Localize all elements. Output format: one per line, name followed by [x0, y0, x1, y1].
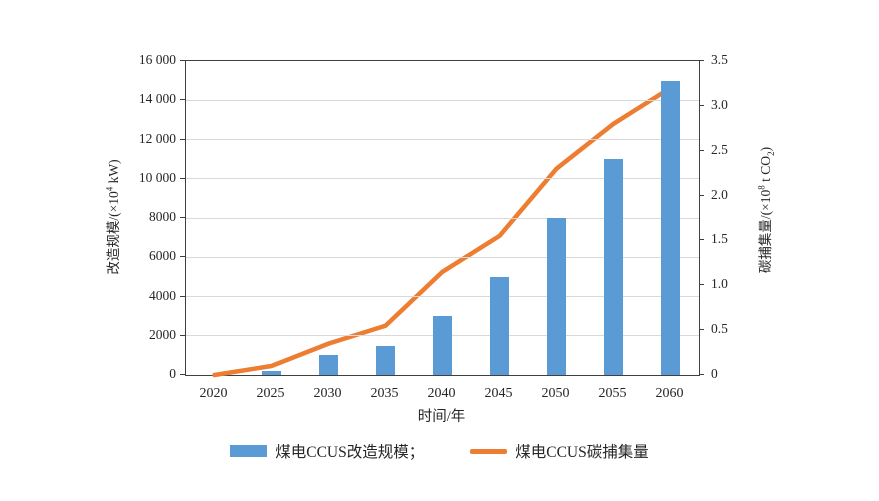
gridline — [186, 256, 699, 258]
x-axis-title: 时间/年 — [417, 409, 466, 425]
line-series-capture — [212, 85, 673, 378]
left-axis-tick-label: 0 — [169, 366, 176, 381]
left-axis-tick-label: 2000 — [149, 326, 176, 342]
left-axis-tick — [180, 99, 185, 101]
gridline — [186, 139, 699, 140]
left-axis-tick — [180, 217, 185, 218]
legend-item-capture: 煤电CCUS碳捕集量 — [470, 440, 649, 462]
left-axis-tick — [180, 138, 185, 140]
x-tick-label-2040: 2040 — [427, 386, 456, 401]
left-axis-tick — [180, 295, 185, 297]
right-axis-tick-label: 2.5 — [711, 141, 728, 157]
left-axis-tick-label: 14 000 — [138, 91, 176, 107]
left-axis-tick-label: 4000 — [149, 287, 176, 303]
left-axis-tick-label: 10 000 — [138, 169, 176, 185]
right-axis-tick-label: 1.5 — [711, 231, 728, 247]
right-axis-tick-label: 0 — [711, 366, 718, 381]
left-axis-tick-label: 12 000 — [138, 130, 176, 146]
right-axis-tick — [699, 149, 704, 151]
right-axis-tick — [699, 239, 704, 241]
bar-2025 — [262, 371, 281, 375]
right-axis-tick-label: 3.0 — [711, 96, 728, 112]
gridline — [186, 217, 699, 219]
left-axis-tick-label: 6000 — [149, 248, 176, 264]
x-tick-label-2035: 2035 — [370, 386, 399, 401]
left-axis-tick — [180, 177, 185, 179]
left-axis-tick-label: 8000 — [149, 209, 176, 224]
right-axis-tick — [699, 194, 704, 196]
legend-label-retrofit: 煤电CCUS改造规模； — [275, 444, 425, 461]
x-tick-label-2050: 2050 — [541, 386, 570, 401]
right-axis-tick — [699, 284, 704, 286]
x-tick-label-2045: 2045 — [484, 386, 513, 401]
gridline — [186, 296, 699, 297]
right-axis-tick — [699, 60, 704, 61]
gridline — [186, 178, 699, 180]
legend-line-swatch — [470, 448, 508, 454]
bar-2050 — [547, 218, 566, 375]
right-axis-tick-label: 2.0 — [711, 186, 728, 202]
bar-2060 — [661, 81, 680, 375]
bar-2030 — [319, 355, 338, 375]
x-tick-label-2060: 2060 — [655, 386, 684, 401]
gridline — [186, 99, 699, 101]
bar-2045 — [490, 277, 509, 375]
x-tick-label-2020: 2020 — [199, 386, 228, 401]
legend-item-retrofit: 煤电CCUS改造规模； — [230, 440, 424, 462]
legend-bar-swatch — [230, 445, 268, 457]
x-tick-label-2055: 2055 — [598, 386, 627, 401]
bar-2040 — [433, 316, 452, 375]
right-axis-tick-label: 1.0 — [711, 276, 728, 292]
left-axis-tick-label: 16 000 — [138, 52, 176, 67]
left-axis-title: 改造规模/(×104 kW) — [104, 159, 122, 275]
x-tick-label-2025: 2025 — [256, 386, 285, 401]
left-axis-tick — [180, 334, 185, 336]
right-axis-tick-label: 0.5 — [711, 321, 728, 337]
capture-line-layer — [212, 85, 673, 378]
right-axis-tick — [699, 374, 704, 375]
x-tick-label-2030: 2030 — [313, 386, 342, 401]
left-axis-tick — [180, 60, 185, 61]
bar-2055 — [604, 159, 623, 375]
right-axis-title: 碳捕集量/(×108 t CO2) — [756, 146, 776, 274]
right-axis-tick — [699, 329, 704, 331]
right-axis-tick — [699, 104, 704, 106]
plot-area — [185, 60, 700, 378]
legend-label-capture: 煤电CCUS碳捕集量 — [515, 444, 649, 461]
bar-2035 — [376, 346, 395, 375]
left-axis-tick — [180, 374, 185, 375]
legend: 煤电CCUS改造规模； 煤电CCUS碳捕集量 — [0, 440, 879, 462]
left-axis-tick — [180, 256, 185, 258]
right-axis-tick-label: 3.5 — [711, 52, 728, 67]
